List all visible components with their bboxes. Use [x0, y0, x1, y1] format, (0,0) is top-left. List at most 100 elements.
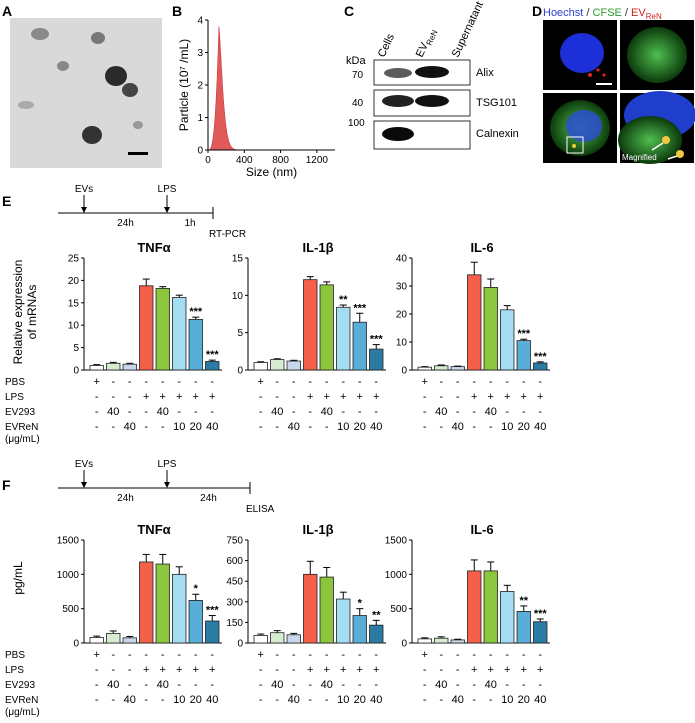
- timeline-arrowhead: [81, 207, 87, 213]
- x-tick-label: 0: [205, 155, 211, 166]
- title-part: /: [583, 7, 592, 19]
- condition-cell: 40: [321, 406, 333, 418]
- title-part: EV: [631, 7, 646, 19]
- condition-cell: -: [95, 391, 99, 403]
- condition-cell: 40: [485, 679, 497, 691]
- condition-cell: +: [160, 391, 166, 403]
- significance-label: ***: [370, 334, 384, 346]
- bar: [450, 366, 465, 371]
- chart-title: IL-6: [470, 522, 493, 537]
- condition-cell: -: [423, 694, 427, 706]
- condition-cell: 20: [518, 694, 530, 706]
- condition-cell: -: [423, 664, 427, 676]
- bar: [253, 635, 268, 644]
- panel-letter-d: D: [532, 3, 542, 19]
- condition-cell: -: [423, 421, 427, 433]
- condition-cell: -: [111, 664, 115, 676]
- condition-cell: 40: [370, 421, 382, 433]
- bar: [188, 318, 203, 371]
- condition-cell: -: [472, 649, 476, 661]
- condition-cell: 40: [452, 694, 464, 706]
- bar: [286, 634, 301, 644]
- chart-e-il6: 0 10 20 30 40 IL-6 ******: [396, 240, 550, 377]
- bar: [417, 638, 432, 644]
- bar: [483, 286, 498, 371]
- condition-cell: +: [143, 391, 149, 403]
- charts-f: 050010001500TNFα****0150300450600750IL-1…: [57, 522, 550, 650]
- condition-cell: 40: [435, 679, 447, 691]
- condition-cell: -: [538, 376, 542, 388]
- condition-cell: +: [340, 391, 346, 403]
- y-tick-label: 1500: [385, 536, 408, 547]
- condition-cell: 40: [206, 694, 218, 706]
- condition-cell: 40: [534, 421, 546, 433]
- condition-cell: -: [259, 694, 263, 706]
- condition-cell: -: [259, 679, 263, 691]
- significance-label: *: [194, 583, 199, 595]
- row-label-evren: EVReN: [5, 422, 38, 433]
- condition-cell: -: [456, 649, 460, 661]
- condition-cell: -: [308, 421, 312, 433]
- condition-cell: +: [471, 664, 477, 676]
- timeline-duration: 24h: [117, 493, 134, 504]
- chart-title: IL-1β: [302, 522, 333, 537]
- condition-cell: -: [194, 406, 198, 418]
- condition-cell: -: [374, 406, 378, 418]
- y-tick-label: 10: [232, 291, 244, 302]
- kda-label: kDa: [346, 55, 366, 67]
- y-tick-label: 0: [73, 366, 79, 377]
- condition-cell: -: [177, 679, 181, 691]
- condition-cell: -: [505, 406, 509, 418]
- chart-title: IL-6: [470, 240, 493, 255]
- condition-cell: -: [489, 421, 493, 433]
- y-tick-label: 3: [197, 48, 203, 59]
- condition-cell: -: [423, 679, 427, 691]
- y-tick-label: 150: [226, 618, 243, 629]
- bar: [139, 285, 154, 371]
- condition-cell: -: [128, 679, 132, 691]
- condition-cell: -: [275, 694, 279, 706]
- tem-image: [10, 18, 162, 168]
- condition-cell: -: [341, 406, 345, 418]
- condition-cell: +: [357, 391, 363, 403]
- y-axis-label: pg/mL: [11, 561, 25, 595]
- row-label-pbs: PBS: [5, 650, 25, 661]
- y-tick-label: 1500: [57, 536, 80, 547]
- y-tick-label: 0: [401, 639, 407, 650]
- ylabel-f: pg/mL: [11, 561, 25, 595]
- condition-cell: 40: [124, 694, 136, 706]
- condition-cell: -: [522, 649, 526, 661]
- fluorescence-title: Hoechst / CFSE / EVReN: [543, 7, 662, 21]
- timeline-end-label: RT-PCR: [209, 229, 246, 240]
- bar: [253, 362, 268, 371]
- condition-cell: -: [128, 649, 132, 661]
- bar: [369, 348, 384, 371]
- condition-cell: +: [176, 664, 182, 676]
- condition-cell: -: [210, 679, 214, 691]
- y-tick-label: 0: [401, 366, 407, 377]
- condition-cell: -: [95, 421, 99, 433]
- y-tick-label: 5: [73, 343, 79, 354]
- bar: [89, 637, 104, 644]
- condition-cell: +: [422, 649, 428, 661]
- condition-cell: -: [95, 664, 99, 676]
- y-tick-label: 0: [73, 639, 79, 650]
- y-tick-label: 0: [237, 366, 243, 377]
- condition-cell: -: [292, 376, 296, 388]
- condition-cell: -: [358, 376, 362, 388]
- condition-cell: -: [358, 649, 362, 661]
- y-tick-label: 15: [232, 254, 244, 265]
- condition-cell: -: [210, 376, 214, 388]
- condition-cell: 10: [337, 694, 349, 706]
- condition-cell: 10: [337, 421, 349, 433]
- row-label-evren: EVReN: [5, 695, 38, 706]
- y-tick-label: 40: [396, 254, 408, 265]
- condition-cell: -: [538, 649, 542, 661]
- bar: [352, 615, 367, 644]
- condition-cell: -: [111, 421, 115, 433]
- condition-cell: -: [259, 406, 263, 418]
- bar: [467, 570, 482, 644]
- condition-cell: +: [488, 664, 494, 676]
- y-tick-label: 5: [237, 328, 243, 339]
